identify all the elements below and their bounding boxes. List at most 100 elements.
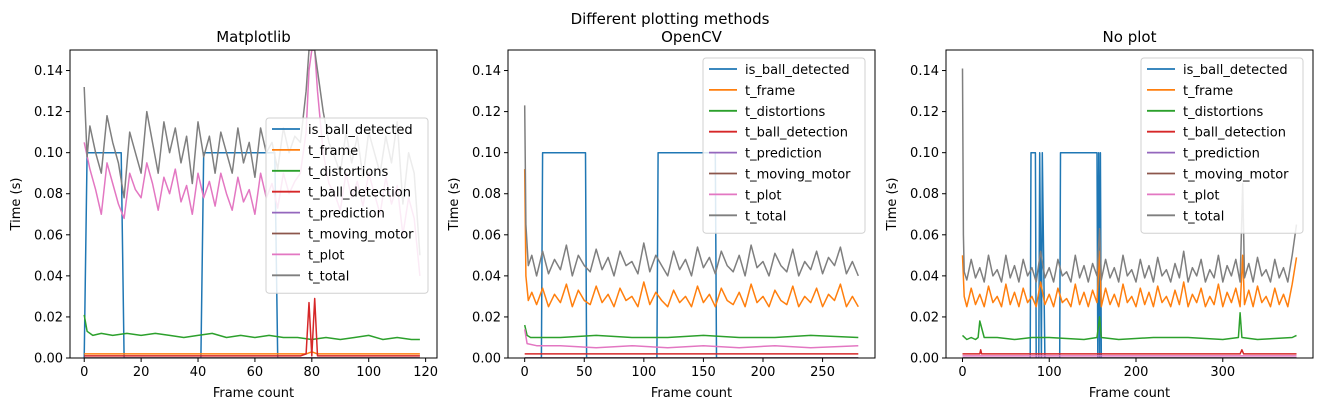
legend-label-t-total: t_total xyxy=(1183,209,1224,224)
x-tick-label: 300 xyxy=(1210,365,1235,380)
y-tick-label: 0.02 xyxy=(34,310,63,325)
legend-label-t-distortions: t_distortions xyxy=(745,105,826,120)
series-line-t-frame xyxy=(523,169,859,308)
x-tick-label: 150 xyxy=(691,365,716,380)
legend-label-t-plot: t_plot xyxy=(308,248,345,263)
panel-3: No plot 0 100 200 300 0.00 0.02 0.04 0.06 0.08 0.1… xyxy=(885,28,1314,401)
legend-label-t-frame: t_frame xyxy=(308,144,358,159)
legend-label-t-distortions: t_distortions xyxy=(1183,105,1264,120)
y-tick-label: 0.08 xyxy=(472,187,501,202)
axes-frame xyxy=(69,49,438,359)
legend-label-t-prediction: t_prediction xyxy=(1183,147,1260,162)
y-tick-label: 0.14 xyxy=(472,64,501,79)
panel-1: Matplotlib 0 20 40 60 80 100 120 0.00 0.02 0.04 0.0… xyxy=(9,28,438,401)
legend-label-t-total: t_total xyxy=(308,269,349,284)
legend-label-t-moving-motor: t_moving_motor xyxy=(308,228,414,243)
x-tick-label: 200 xyxy=(751,365,776,380)
x-axis-label: Frame count xyxy=(1089,386,1170,401)
series-group xyxy=(523,105,859,358)
legend-frame xyxy=(1140,57,1304,234)
y-tick-label: 0.06 xyxy=(910,228,939,243)
legend: is_ball_detected t_frame t_distortions t_ba… xyxy=(702,57,866,234)
x-tick-label: 60 xyxy=(247,365,264,380)
legend-label-is-ball-detected: is_ball_detected xyxy=(308,123,413,138)
legend-label-is-ball-detected: is_ball_detected xyxy=(1183,63,1288,78)
y-tick-label: 0.14 xyxy=(910,64,939,79)
x-tick-label: 250 xyxy=(810,365,835,380)
y-tick-label: 0.08 xyxy=(34,187,63,202)
y-tick-label: 0.02 xyxy=(472,310,501,325)
legend-frame xyxy=(702,57,866,234)
y-tick-label: 0.00 xyxy=(472,352,501,367)
legend-label-t-frame: t_frame xyxy=(745,84,795,99)
figure-suptitle: Different plotting methods xyxy=(571,10,770,28)
x-tick-label: 120 xyxy=(413,365,438,380)
x-tick-label: 50 xyxy=(576,365,593,380)
y-axis-label: Time (s) xyxy=(9,178,24,232)
series-line-t-plot xyxy=(523,329,859,349)
legend-label-t-moving-motor: t_moving_motor xyxy=(1183,168,1289,183)
legend-label-t-ball-detection: t_ball_detection xyxy=(745,126,848,141)
x-tick-label: 100 xyxy=(356,365,381,380)
y-axis-label: Time (s) xyxy=(885,178,900,232)
y-tick-label: 0.14 xyxy=(34,64,63,79)
x-tick-label: 80 xyxy=(304,365,321,380)
x-tick-label: 200 xyxy=(1124,365,1149,380)
legend-label-t-prediction: t_prediction xyxy=(745,147,822,162)
legend-label-t-moving-motor: t_moving_motor xyxy=(745,168,851,183)
x-tick-label: 100 xyxy=(631,365,656,380)
legend: is_ball_detected t_frame t_distortions t_ba… xyxy=(265,117,429,294)
legend-frame xyxy=(265,117,429,294)
y-axis-label: Time (s) xyxy=(447,178,462,232)
axes-frame xyxy=(507,49,876,359)
x-axis-label: Frame count xyxy=(651,386,732,401)
series-group xyxy=(961,68,1298,358)
axes-title: No plot xyxy=(1103,28,1157,46)
legend: is_ball_detected t_frame t_distortions t_ba… xyxy=(1140,57,1304,234)
x-tick-label: 0 xyxy=(521,365,529,380)
y-tick-label: 0.10 xyxy=(910,146,939,161)
y-tick-label: 0.00 xyxy=(34,352,63,367)
series-line-t-ball-detection xyxy=(962,349,1297,355)
panel-2: OpenCV 0 50 100 150 200 250 0.00 0.02 0.04 0.06 0.0… xyxy=(447,28,876,401)
series-line-t-distortions xyxy=(83,314,420,341)
y-tick-label: 0.08 xyxy=(910,187,939,202)
series-line-t-frame xyxy=(84,351,420,355)
series-line-t-distortions xyxy=(523,324,859,339)
y-tick-label: 0.10 xyxy=(472,146,501,161)
x-axis-label: Frame count xyxy=(213,386,294,401)
y-tick-label: 0.06 xyxy=(34,228,63,243)
axes-title: OpenCV xyxy=(661,28,723,46)
axes-frame xyxy=(945,49,1314,359)
legend-label-t-distortions: t_distortions xyxy=(308,165,389,180)
y-tick-label: 0.12 xyxy=(910,105,939,120)
axes-title: Matplotlib xyxy=(216,28,291,46)
x-tick-label: 100 xyxy=(1037,365,1062,380)
y-tick-label: 0.02 xyxy=(910,310,939,325)
y-tick-label: 0.00 xyxy=(910,352,939,367)
legend-label-t-ball-detection: t_ball_detection xyxy=(1183,126,1286,141)
y-tick-label: 0.06 xyxy=(472,228,501,243)
series-line-t-total xyxy=(523,105,859,277)
y-tick-label: 0.04 xyxy=(34,269,63,284)
y-tick-label: 0.04 xyxy=(910,269,939,284)
y-tick-label: 0.10 xyxy=(34,146,63,161)
x-tick-label: 20 xyxy=(133,365,150,380)
x-tick-label: 0 xyxy=(80,365,88,380)
legend-label-t-ball-detection: t_ball_detection xyxy=(308,186,411,201)
legend-label-t-plot: t_plot xyxy=(1183,188,1220,203)
series-line-t-distortions xyxy=(961,312,1297,341)
legend-label-t-prediction: t_prediction xyxy=(308,207,385,222)
x-tick-label: 0 xyxy=(958,365,966,380)
series-line-t-ball-detection xyxy=(84,297,420,357)
series-line-t-frame xyxy=(961,250,1298,308)
x-tick-label: 40 xyxy=(190,365,207,380)
y-tick-label: 0.12 xyxy=(472,105,501,120)
y-tick-label: 0.12 xyxy=(34,105,63,120)
legend-label-t-total: t_total xyxy=(745,209,786,224)
legend-label-t-plot: t_plot xyxy=(745,188,782,203)
panels: Matplotlib 0 20 40 60 80 100 120 0.00 0.02 0.04 0.0… xyxy=(9,28,1314,401)
legend-label-t-frame: t_frame xyxy=(1183,84,1233,99)
legend-label-is-ball-detected: is_ball_detected xyxy=(745,63,850,78)
